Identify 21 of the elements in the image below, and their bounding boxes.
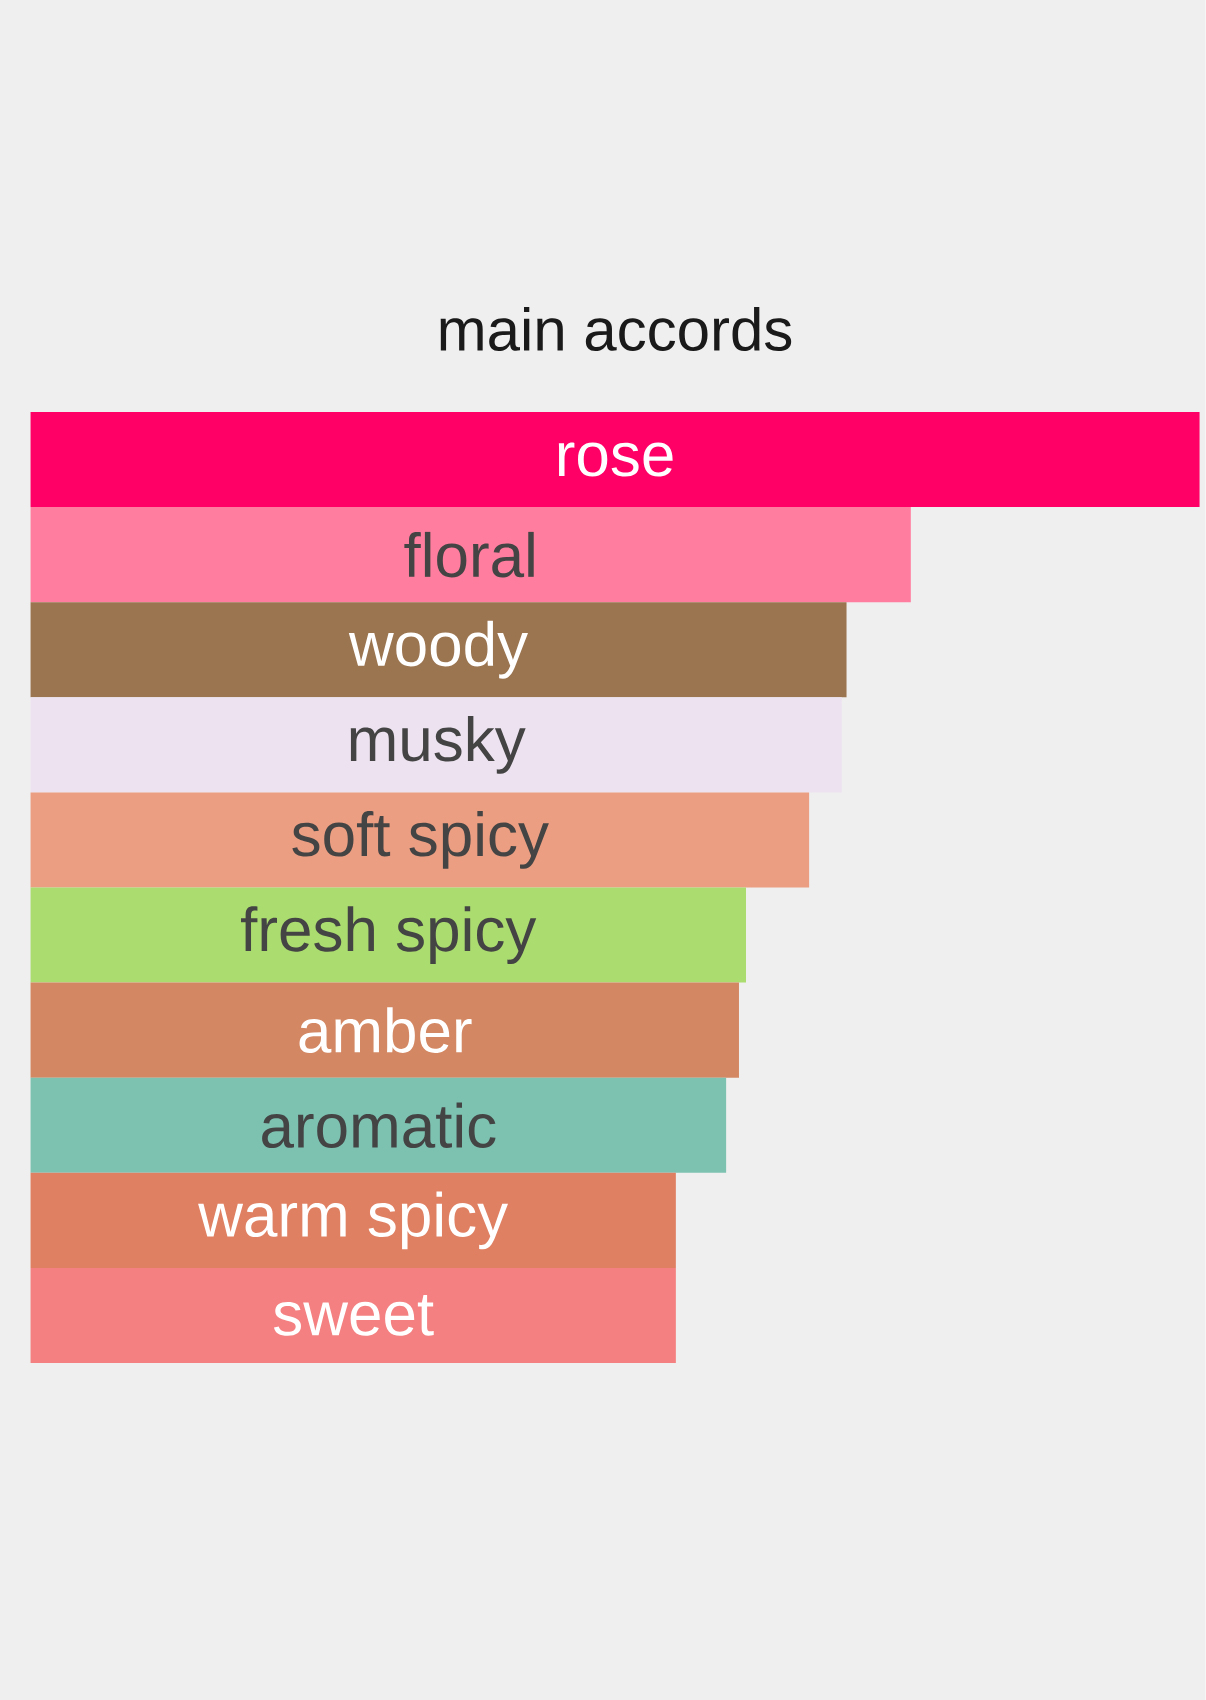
y-tick-label: woody [349,620,529,679]
y-tick-label: floral [404,531,534,578]
y-tick-label: sweet [274,1295,434,1336]
bar [30,982,740,1078]
bar [30,792,810,888]
bar [30,1267,677,1364]
y-tick-label: soft spicy [292,811,550,869]
y-tick-label: aromatic [262,1102,496,1149]
y-tick-label: amber [299,1007,472,1053]
bar [30,507,912,603]
y-tick-label: rose [559,442,673,477]
chart-title: main accords [440,306,792,352]
bar [30,412,1200,508]
bar [30,697,843,793]
bar [30,1172,677,1268]
y-tick-label: fresh spicy [241,906,537,964]
bar [30,602,847,698]
bar [30,1077,727,1173]
y-tick-label: warm spicy [198,1191,509,1250]
y-tick-label: musky [350,715,526,774]
bar [30,887,747,983]
